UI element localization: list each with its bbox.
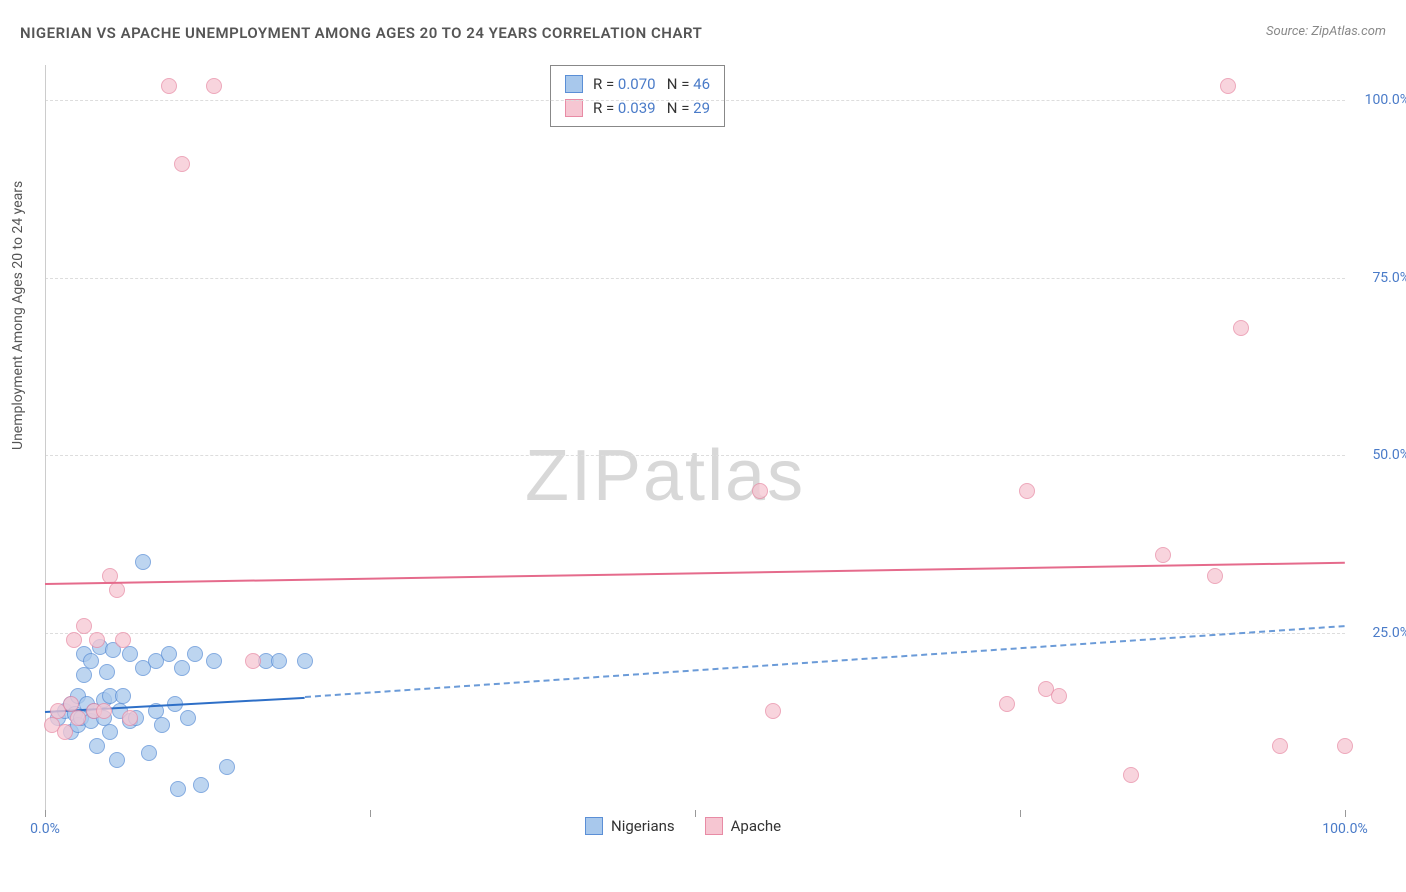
watermark: ZIPatlas — [525, 435, 805, 517]
scatter-point — [1337, 738, 1353, 754]
scatter-point — [180, 710, 196, 726]
x-tick — [695, 810, 696, 817]
x-tick — [1345, 810, 1346, 817]
legend-swatch — [585, 817, 603, 835]
trend-line — [45, 562, 1345, 585]
scatter-point — [1272, 738, 1288, 754]
scatter-point — [70, 710, 86, 726]
watermark-bold: ZIP — [525, 436, 643, 516]
watermark-thin: atlas — [643, 436, 805, 516]
scatter-point — [161, 78, 177, 94]
scatter-point — [1051, 688, 1067, 704]
scatter-point — [297, 653, 313, 669]
scatter-point — [89, 738, 105, 754]
gridline-h — [45, 633, 1345, 634]
x-tick — [45, 810, 46, 817]
scatter-point — [206, 653, 222, 669]
scatter-point — [174, 156, 190, 172]
legend: Nigerians Apache — [585, 817, 781, 835]
scatter-point — [115, 688, 131, 704]
scatter-point — [57, 724, 73, 740]
scatter-point — [161, 646, 177, 662]
legend-swatch — [565, 75, 583, 93]
scatter-point — [102, 724, 118, 740]
y-tick-label: 50.0% — [1372, 447, 1406, 463]
chart-title: NIGERIAN VS APACHE UNEMPLOYMENT AMONG AG… — [20, 24, 702, 42]
scatter-point — [271, 653, 287, 669]
scatter-point — [1233, 320, 1249, 336]
scatter-point — [1019, 483, 1035, 499]
scatter-point — [66, 632, 82, 648]
gridline-h — [45, 100, 1345, 101]
scatter-point — [206, 78, 222, 94]
stats-row: R = 0.070 N = 46 — [565, 72, 710, 96]
legend-item: Apache — [705, 817, 781, 835]
legend-swatch — [705, 817, 723, 835]
scatter-point — [76, 618, 92, 634]
x-tick — [370, 810, 371, 817]
y-tick-label: 100.0% — [1365, 92, 1406, 108]
plot-area: ZIPatlas R = 0.070 N = 46R = 0.039 N = 2… — [45, 65, 1345, 835]
scatter-point — [170, 781, 186, 797]
scatter-point — [219, 759, 235, 775]
scatter-point — [76, 667, 92, 683]
y-axis-label: Unemployment Among Ages 20 to 24 years — [10, 181, 26, 450]
scatter-point — [1207, 568, 1223, 584]
scatter-point — [109, 582, 125, 598]
legend-item: Nigerians — [585, 817, 675, 835]
x-tick-label: 100.0% — [1322, 821, 1367, 837]
scatter-point — [193, 777, 209, 793]
scatter-point — [96, 703, 112, 719]
scatter-point — [1155, 547, 1171, 563]
scatter-point — [83, 653, 99, 669]
scatter-point — [1220, 78, 1236, 94]
x-tick-label: 0.0% — [30, 821, 60, 837]
gridline-h — [45, 278, 1345, 279]
y-tick-label: 25.0% — [1372, 625, 1406, 641]
x-tick — [1020, 810, 1021, 817]
scatter-point — [135, 554, 151, 570]
scatter-point — [154, 717, 170, 733]
scatter-point — [245, 653, 261, 669]
chart-container: NIGERIAN VS APACHE UNEMPLOYMENT AMONG AG… — [0, 0, 1406, 892]
scatter-point — [174, 660, 190, 676]
scatter-point — [122, 646, 138, 662]
legend-swatch — [565, 99, 583, 117]
correlation-stats-box: R = 0.070 N = 46R = 0.039 N = 29 — [550, 65, 725, 127]
legend-label: Nigerians — [611, 817, 675, 835]
scatter-point — [115, 632, 131, 648]
scatter-point — [999, 696, 1015, 712]
stats-text: R = 0.070 N = 46 — [593, 72, 710, 96]
legend-label: Apache — [731, 817, 781, 835]
y-axis-line — [45, 65, 46, 810]
scatter-point — [109, 752, 125, 768]
trend-line-extrapolated — [305, 626, 1345, 699]
scatter-point — [89, 632, 105, 648]
y-tick-label: 75.0% — [1372, 270, 1406, 286]
gridline-h — [45, 455, 1345, 456]
scatter-point — [187, 646, 203, 662]
scatter-point — [141, 745, 157, 761]
scatter-point — [752, 483, 768, 499]
scatter-point — [99, 664, 115, 680]
scatter-point — [122, 710, 138, 726]
source-attribution: Source: ZipAtlas.com — [1266, 24, 1386, 39]
scatter-point — [1123, 767, 1139, 783]
scatter-point — [765, 703, 781, 719]
